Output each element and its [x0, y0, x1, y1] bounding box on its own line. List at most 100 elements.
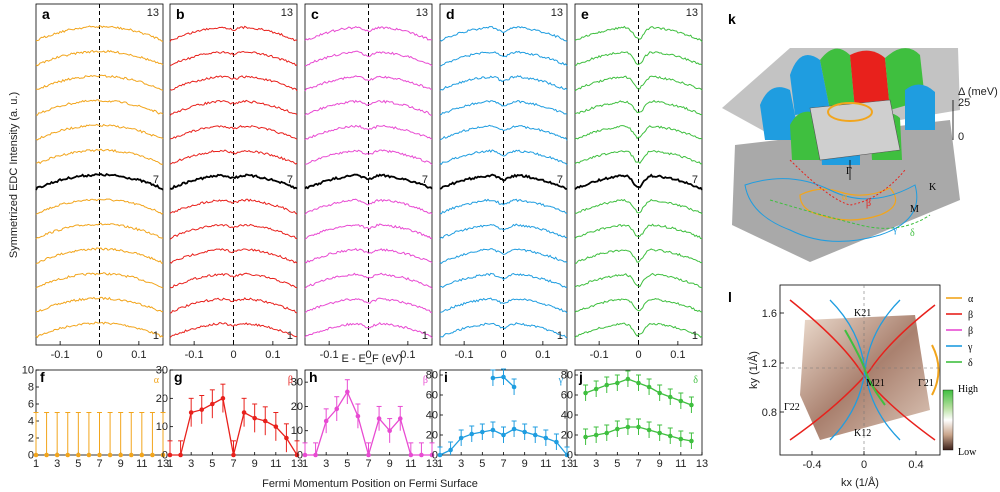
- edc-trace: [574, 99, 703, 116]
- gap-xtick-label: 5: [479, 458, 485, 470]
- edc-ylabel: Symmetrized EDC Intensity (a. u.): [8, 92, 20, 258]
- edc-trace: [35, 49, 164, 67]
- edc-trace: [439, 198, 568, 215]
- k-axis-label: Δ (meV): [958, 86, 998, 98]
- edc-trace: [35, 296, 163, 313]
- l-ytick-label: 1.6: [762, 308, 777, 320]
- gap-point: [583, 434, 588, 440]
- edc-xtick-label: 0: [635, 349, 641, 361]
- gap-xtick-label: 5: [344, 458, 350, 470]
- edc-trace: [574, 198, 703, 215]
- edc-trace: [304, 149, 433, 165]
- panel-label-j: j: [578, 369, 583, 385]
- gap-point: [86, 452, 92, 458]
- edc-trace: [35, 99, 164, 116]
- l-fs-red: [789, 299, 936, 441]
- edc-trace: [304, 75, 433, 92]
- l-point-gamma21: Γ21: [918, 378, 934, 389]
- edc-trace: [35, 74, 164, 91]
- k-inner-box: [809, 99, 901, 161]
- gap-point: [76, 452, 81, 458]
- edc-trace: [439, 100, 568, 116]
- edc-xtick-label: -0.1: [185, 349, 204, 361]
- edc-trace: [169, 198, 298, 215]
- gap-point: [97, 452, 102, 458]
- gap-xtick-label: 1: [167, 458, 173, 470]
- edc-trace: [304, 50, 433, 67]
- gap-xtick-label: 7: [365, 458, 371, 470]
- edc-trace: [439, 50, 568, 67]
- k-label-k: K: [929, 182, 937, 193]
- gap-xtick-label: 9: [522, 458, 528, 470]
- edc-trace: [169, 99, 298, 117]
- l-legend-label: γ: [967, 342, 973, 353]
- edc-panel-a: a 13 7 1 -0.1 0 0.1: [35, 3, 164, 361]
- edc-trace: [169, 272, 298, 289]
- panel-label-d: d: [446, 6, 455, 22]
- gap-xlabel: Fermi Momentum Position on Fermi Surface: [262, 478, 478, 490]
- gap-point: [689, 438, 694, 444]
- edc-xtick-label: 0: [96, 349, 102, 361]
- l-fs-green: [844, 329, 886, 406]
- k-bottom-plane: [732, 120, 960, 262]
- gap-ytick-label: 10: [22, 365, 34, 377]
- edc-trace: [35, 148, 164, 165]
- gap-xtick-label: 11: [136, 458, 147, 470]
- k-axis-tick-25: 25: [958, 97, 970, 109]
- edc-trace: [35, 172, 164, 191]
- gap-ytick-label: 0: [567, 450, 573, 462]
- edc-trace: [169, 223, 298, 240]
- gap-title: δ: [693, 375, 698, 386]
- edc-xtick-label: 0.1: [670, 349, 685, 361]
- gap-xtick-label: 13: [561, 458, 573, 470]
- edc-trace: [304, 223, 433, 240]
- gap-xtick-label: 1: [33, 458, 39, 470]
- edc-trace: [304, 25, 433, 41]
- edc-trace: [35, 247, 164, 265]
- gap-ytick-label: 30: [156, 365, 168, 377]
- gap-xtick-label: 9: [657, 458, 663, 470]
- l-legend-label: δ: [968, 358, 973, 369]
- gap-ytick-label: 10: [156, 421, 168, 433]
- k-label-m: M: [910, 204, 919, 215]
- k-label-delta: δ: [910, 228, 915, 239]
- gap-ytick-label: 0: [297, 450, 303, 462]
- edc-index-bottom: 1: [287, 330, 293, 342]
- edc-index-top: 13: [147, 7, 159, 19]
- edc-trace: [304, 247, 433, 264]
- edc-trace: [574, 75, 703, 92]
- edc-index-top: 13: [551, 7, 563, 19]
- edc-trace: [304, 99, 432, 116]
- gap-xtick-label: 11: [270, 458, 281, 470]
- gap-line: [439, 428, 568, 456]
- edc-trace: [169, 50, 298, 67]
- edc-trace: [574, 272, 703, 289]
- gap-xtick-label: 3: [593, 458, 599, 470]
- gap-title: β: [423, 375, 428, 386]
- l-point-k21: K21: [854, 308, 871, 319]
- l-colorbar: [942, 389, 954, 451]
- l-colorbar-low: Low: [958, 447, 977, 458]
- gap-frame: [304, 369, 433, 456]
- panel-l: l K21 M21 Γ21 Γ22 K12 -0.4: [728, 284, 978, 489]
- edc-trace: [439, 297, 568, 314]
- gap-ytick-label: 60: [426, 390, 438, 402]
- l-point-k12: K12: [854, 428, 871, 439]
- edc-trace: [169, 75, 298, 92]
- gap-xtick-label: 11: [405, 458, 416, 470]
- edc-index-bottom: 1: [153, 330, 159, 342]
- edc-xtick-label: -0.1: [590, 349, 609, 361]
- gap-line: [585, 426, 692, 442]
- gap-line: [492, 376, 515, 388]
- gap-xtick-label: 7: [500, 458, 506, 470]
- edc-index-mid: 7: [422, 174, 428, 186]
- edc-trace: [169, 248, 298, 264]
- gap-point: [107, 452, 113, 458]
- edc-trace: [169, 322, 298, 339]
- l-ytick-label: 1.2: [762, 358, 777, 370]
